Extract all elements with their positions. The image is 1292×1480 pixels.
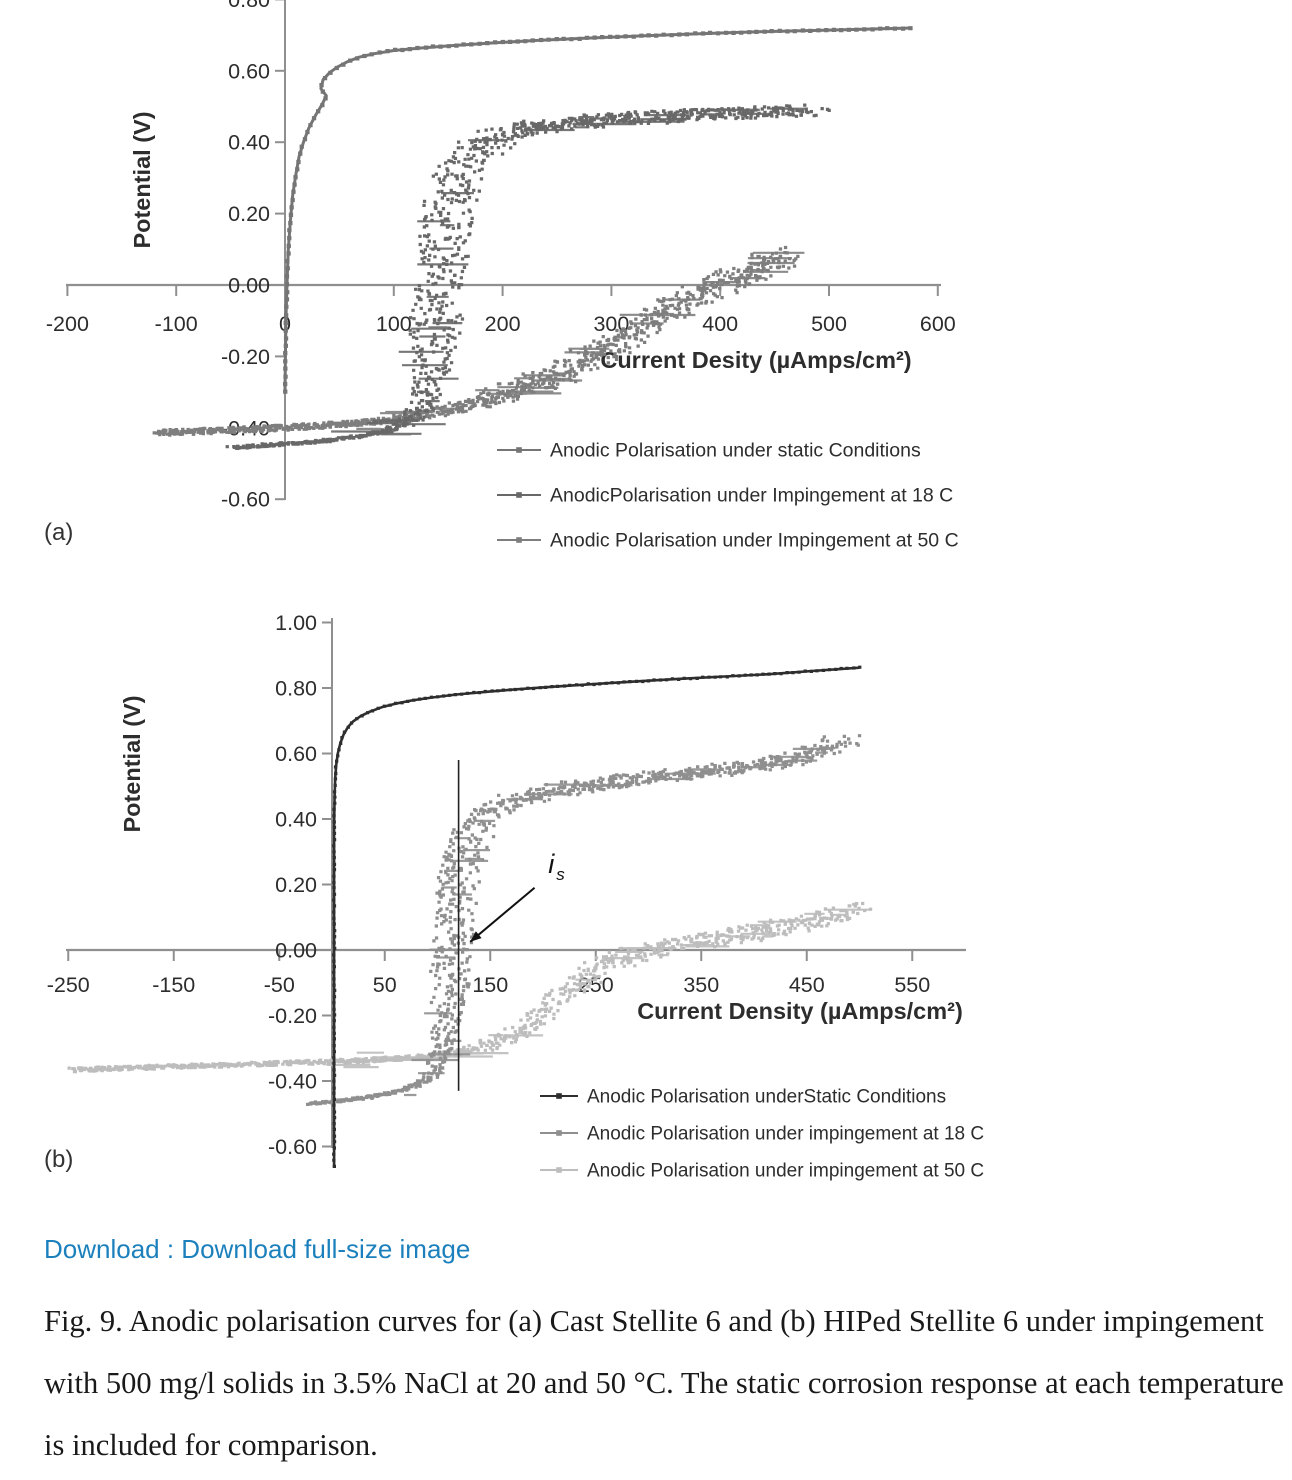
legend-item: Anodic Polarisation under impingement at… [540,1124,984,1145]
legend-label: Anodic Polarisation underStatic Conditio… [587,1087,946,1108]
y-tick-label: 0.60 [228,59,270,83]
series-a-anodic-polarisation-under-impingement-at-50-c [152,245,805,437]
legend-item: Anodic Polarisation under Impingement at… [497,530,959,552]
y-tick-label: 1.00 [275,611,317,635]
y-tick-label: 0.40 [228,131,270,155]
x-tick-label: -200 [46,312,89,336]
legend-marker [516,537,522,543]
y-tick-label: 0.60 [275,742,317,766]
legend-item: Anodic Polarisation under static Conditi… [497,440,921,462]
legend-marker [556,1093,562,1099]
y-tick-label: 0.80 [275,677,317,701]
x-tick-label: 150 [472,973,508,997]
x-tick-label: 100 [376,312,412,336]
panel-label-a: (a) [44,519,73,546]
x-tick-label: 200 [485,312,521,336]
download-link[interactable]: Download : Download full-size image [44,1234,471,1264]
legend-marker [556,1130,562,1136]
y-tick-label: 0.80 [228,0,270,12]
panel-label-b: (b) [44,1146,73,1173]
y-tick-label: 0.00 [228,274,270,298]
x-tick-label: 400 [702,312,738,336]
legend-marker [516,492,522,498]
legend-item: Anodic Polarisation under impingement at… [540,1161,984,1182]
x-tick-label: -250 [47,973,90,997]
figure-caption: Fig. 9. Anodic polarisation curves for (… [44,1304,1284,1462]
y-tick-label: 0.20 [275,873,317,897]
y-tick-label: -0.40 [268,1070,317,1094]
x-axis-label-a: Current Desity (µAmps/cm²) [600,347,911,373]
legend-item: Anodic Polarisation underStatic Conditio… [540,1087,946,1108]
legend-label: Anodic Polarisation under impingement at… [587,1124,984,1145]
x-tick-label: 500 [811,312,847,336]
download-row: Download : Download full-size image [44,1234,470,1265]
x-tick-label: 550 [894,973,930,997]
legend-b: Anodic Polarisation underStatic Conditio… [540,1087,984,1182]
x-tick-label: 450 [789,973,825,997]
y-tick-label: -0.20 [268,1004,317,1028]
y-tick-label: -0.60 [268,1135,317,1159]
legend-label: Anodic Polarisation under Impingement at… [550,530,959,552]
x-tick-label: 50 [373,973,397,997]
y-axis-label-a: Potential (V) [129,111,155,248]
is-arrowhead [470,931,482,942]
legend-label: AnodicPolarisation under Impingement at … [550,485,953,507]
y-tick-label: 0.00 [275,939,317,963]
legend-item: AnodicPolarisation under Impingement at … [497,485,953,507]
x-tick-label: -100 [155,312,198,336]
x-tick-label: -50 [264,973,295,997]
series-a-anodic-polarisation-under-static-conditions [283,26,913,394]
series-b-anodic-polarisation-understatic-conditions [332,665,862,1168]
axes-b: -250 -150 -50 50 150 250 350 450 5501.000.800.60… [47,611,966,1159]
y-tick-label: 0.40 [275,808,317,832]
x-axis-label-b: Current Density (µAmps/cm²) [637,998,963,1024]
x-tick-label: 600 [920,312,956,336]
x-tick-label: 350 [683,973,719,997]
y-tick-label: -0.20 [221,345,270,369]
y-tick-label: -0.60 [221,488,270,512]
y-tick-label: 0.20 [228,202,270,226]
y-axis-label-b: Potential (V) [119,695,145,832]
series-b-anodic-polarisation-under-impingement-at-18-c [306,734,862,1106]
legend-a: Anodic Polarisation under static Conditi… [497,440,959,552]
chart-b-polarisation-hiped-stellite: -250 -150 -50 50 150 250 350 450 5501.000.800.60… [44,611,984,1182]
legend-marker [516,447,522,453]
chart-a-polarisation-cast-stellite: -200-10001002003004005006000.800.600.400… [44,0,959,552]
legend-marker [556,1167,562,1173]
legend-label: Anodic Polarisation under static Conditi… [550,440,921,462]
legend-label: Anodic Polarisation under impingement at… [587,1161,984,1182]
series-a-anodicpolarisation-under-impingement-at-18-c [225,103,831,450]
x-tick-label: -150 [152,973,195,997]
is-arrow [469,887,536,943]
